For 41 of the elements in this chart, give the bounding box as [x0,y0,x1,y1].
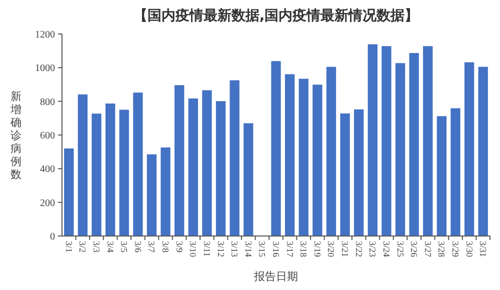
x-tick-label: 3/24 [381,241,392,258]
x-tick-label: 3/7 [146,241,157,253]
x-tick-label: 3/29 [450,241,460,258]
x-tick-label: 3/13 [230,241,240,258]
x-tick-label: 3/30 [464,241,474,258]
x-tick-label: 3/3 [92,241,102,253]
y-axis-title: 新增确诊病例数 [10,90,22,181]
x-tick-label: 3/20 [326,241,336,258]
x-tick-label: 3/22 [354,241,364,258]
title: 【国内疫情最新数据,国内疫情最新情况数据】 [133,8,419,24]
x-tick-label: 3/6 [132,241,143,253]
x-tick-label: 3/28 [436,241,447,258]
x-tick-label: 3/1 [64,241,74,253]
x-tick-label: 3/12 [216,241,226,258]
x-tick-label: 3/16 [271,241,281,258]
x-tick-label: 3/25 [395,241,406,258]
x-tick-label: 3/23 [368,241,378,258]
x-tick-label: 3/9 [174,241,184,253]
x-tick-label: 3/31 [478,241,488,258]
x-tick-label: 3/21 [340,241,350,258]
x-tick-label: 3/11 [202,241,212,257]
x-tick-label: 3/2 [78,241,88,253]
x-tick-label: 3/26 [409,241,420,258]
x-tick-label: 3/27 [422,241,433,258]
x-tick-label: 3/14 [243,241,254,258]
y-tick-label: 1200 [35,30,55,40]
x-axis-title: 报告日期 [253,270,298,283]
y-tick-label: 200 [40,198,55,209]
x-tick-label: 3/4 [105,241,116,253]
y-tick-label: 800 [40,96,55,108]
y-tick-label: 1000 [35,63,55,74]
x-tick-label: 3/17 [284,241,295,258]
x-tick-label: 3/5 [119,241,130,253]
x-tick-label: 3/15 [257,241,268,258]
x-tick-label: 3/18 [298,241,309,258]
x-tick-label: 3/8 [160,241,171,253]
y-tick-label: 0 [50,232,55,242]
x-tick-label: 3/10 [188,241,198,258]
y-tick-label: 600 [40,130,55,142]
x-tick-label: 3/19 [312,241,322,258]
y-tick-label: 400 [40,164,55,176]
